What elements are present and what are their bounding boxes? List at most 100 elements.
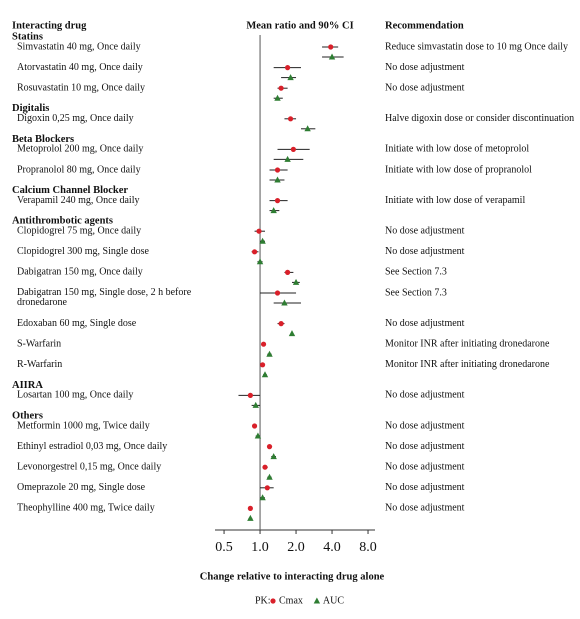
- cmax-point: [274, 198, 281, 204]
- recommendation: Reduce simvastatin dose to 10 mg Once da…: [385, 41, 568, 52]
- cmax-point: [259, 362, 266, 368]
- group-header: Beta Blockers: [12, 134, 74, 145]
- cmax-point: [266, 444, 273, 450]
- recommendation: No dose adjustment: [385, 420, 465, 431]
- recommendation: Halve digoxin dose or consider discontin…: [385, 113, 574, 124]
- legend-label: AUC: [323, 595, 344, 606]
- drug-label: Ethinyl estradiol 0,03 mg, Once daily: [17, 441, 167, 452]
- x-tick-label: 4.0: [323, 540, 341, 555]
- auc-point: [270, 453, 277, 460]
- cmax-point: [290, 146, 296, 152]
- recommendation: No dose adjustment: [385, 441, 465, 452]
- auc-point: [304, 125, 311, 132]
- group-header: Statins: [12, 31, 43, 42]
- x-tick-label: 1.0: [251, 540, 269, 555]
- column-header: Mean ratio and 90% CI: [246, 20, 353, 31]
- drug-label: Dabigatran 150 mg, Single dose, 2 h befo…: [17, 287, 194, 308]
- drug-label: Clopidogrel 300 mg, Single dose: [17, 246, 150, 257]
- recommendation: Initiate with low dose of verapamil: [385, 195, 525, 206]
- drug-label: Metoprolol 200 mg, Once daily: [17, 144, 143, 155]
- cmax-point: [328, 44, 334, 50]
- drug-label: Theophylline 400 mg, Twice daily: [17, 503, 155, 514]
- drug-label: S-Warfarin: [17, 338, 61, 349]
- column-header: Interacting drug: [12, 20, 87, 31]
- drug-label: Digoxin 0,25 mg, Once daily: [17, 113, 134, 124]
- drug-label: Verapamil 240 mg, Once daily: [17, 195, 139, 206]
- drug-label: Dabigatran 150 mg, Once daily: [17, 267, 143, 278]
- recommendation: No dose adjustment: [385, 62, 465, 73]
- recommendation: No dose adjustment: [385, 225, 465, 236]
- cmax-point: [251, 249, 258, 255]
- x-tick-label: 0.5: [215, 540, 233, 555]
- column-header: Recommendation: [385, 20, 464, 31]
- x-tick-label: 2.0: [287, 540, 305, 555]
- auc-point: [266, 473, 273, 480]
- legend-label: Cmax: [279, 595, 303, 606]
- recommendation: No dose adjustment: [385, 482, 465, 493]
- group-header: Calcium Channel Blocker: [12, 185, 128, 196]
- drug-label: Metformin 1000 mg, Twice daily: [17, 420, 150, 431]
- auc-point: [284, 155, 291, 162]
- cmax-point: [264, 485, 270, 491]
- group-header: Antithrombotic agents: [12, 216, 113, 227]
- recommendation: No dose adjustment: [385, 390, 465, 401]
- x-tick-label: 8.0: [359, 540, 377, 555]
- drug-label: Levonorgestrel 0,15 mg, Once daily: [17, 461, 161, 472]
- recommendation: No dose adjustment: [385, 82, 465, 93]
- cmax-point: [287, 116, 294, 122]
- cmax-point: [274, 290, 281, 296]
- cmax-point: [247, 392, 253, 398]
- drug-label: Rosuvastatin 10 mg, Once daily: [17, 82, 145, 93]
- drug-label: Losartan 100 mg, Once daily: [17, 390, 133, 401]
- cmax-point: [278, 85, 284, 91]
- auc-point: [256, 258, 264, 265]
- auc-point: [270, 207, 277, 214]
- recommendation: No dose adjustment: [385, 461, 465, 472]
- auc-point: [252, 401, 259, 408]
- cmax-point: [278, 321, 284, 327]
- auc-point: [261, 371, 269, 378]
- recommendation: See Section 7.3: [385, 287, 447, 298]
- auc-point: [266, 350, 273, 357]
- recommendation: See Section 7.3: [385, 267, 447, 278]
- group-header: Others: [12, 410, 43, 421]
- auc-point: [281, 299, 288, 306]
- auc-point: [259, 494, 266, 501]
- drug-label: Omeprazole 20 mg, Single dose: [17, 482, 146, 493]
- recommendation: No dose adjustment: [385, 318, 465, 329]
- auc-point: [259, 237, 266, 244]
- auc-point: [254, 432, 262, 439]
- group-header: AIIRA: [12, 380, 43, 391]
- drug-label: Clopidogrel 75 mg, Once daily: [17, 225, 141, 236]
- legend-swatch: [313, 597, 321, 604]
- legend-swatch: [270, 598, 276, 604]
- cmax-point: [274, 167, 281, 173]
- auc-point: [274, 176, 281, 183]
- auc-point: [247, 514, 254, 521]
- recommendation: Initiate with low dose of propranolol: [385, 164, 532, 175]
- drug-label: Propranolol 80 mg, Once daily: [17, 164, 141, 175]
- cmax-point: [251, 423, 258, 429]
- recommendation: Initiate with low dose of metoprolol: [385, 144, 529, 155]
- cmax-point: [260, 341, 267, 347]
- cmax-point: [262, 464, 268, 470]
- cmax-point: [256, 228, 262, 234]
- x-axis-label: Change relative to interacting drug alon…: [200, 571, 385, 582]
- cmax-point: [285, 269, 291, 275]
- auc-point: [292, 278, 300, 285]
- auc-point: [274, 94, 281, 101]
- recommendation: Monitor INR after initiating dronedarone: [385, 359, 550, 370]
- drug-label: Edoxaban 60 mg, Single dose: [17, 318, 137, 329]
- drug-label: R-Warfarin: [17, 359, 62, 370]
- recommendation: No dose adjustment: [385, 246, 465, 257]
- recommendation: No dose adjustment: [385, 503, 465, 514]
- group-header: Digitalis: [12, 103, 49, 114]
- recommendation: Monitor INR after initiating dronedarone: [385, 338, 550, 349]
- auc-point: [328, 53, 336, 60]
- auc-point: [288, 330, 296, 337]
- cmax-point: [285, 65, 291, 71]
- legend-title: PK:: [255, 595, 271, 606]
- drug-label: Atorvastatin 40 mg, Once daily: [17, 62, 143, 73]
